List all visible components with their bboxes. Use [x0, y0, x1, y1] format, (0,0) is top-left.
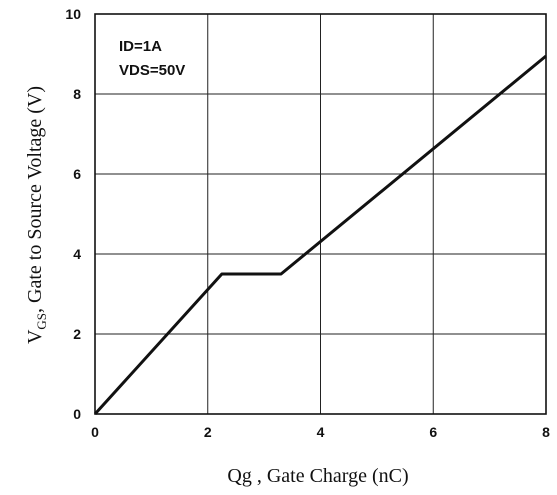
- y-tick-labels: 0 2 4 6 8 10: [65, 6, 81, 422]
- x-tick-labels: 0 2 4 6 8: [91, 424, 550, 440]
- vgs-series-line: [93, 54, 547, 416]
- x-tick-label: 2: [204, 424, 212, 440]
- annotation-id: ID=1A: [119, 38, 162, 55]
- series-group: [93, 54, 547, 416]
- y-tick-label: 2: [73, 326, 81, 342]
- y-tick-label: 8: [73, 86, 81, 102]
- y-axis-title-rest: , Gate to Source Voltage (V): [24, 86, 46, 313]
- plot-frame: [94, 13, 547, 415]
- y-axis-title-sub: GS: [34, 313, 49, 330]
- y-tick-label: 6: [73, 166, 81, 182]
- annotation-vds: VDS=50V: [119, 62, 185, 79]
- x-tick-label: 4: [317, 424, 325, 440]
- x-tick-label: 8: [542, 424, 550, 440]
- y-axis-title: VGS, Gate to Source Voltage (V): [24, 86, 49, 344]
- y-tick-label: 0: [73, 406, 81, 422]
- x-tick-label: 0: [91, 424, 99, 440]
- y-axis-title-v: V: [24, 329, 46, 344]
- x-axis-title: Qg , Gate Charge (nC): [227, 465, 408, 487]
- y-tick-label: 10: [65, 6, 81, 22]
- x-tick-label: 6: [429, 424, 437, 440]
- y-tick-label: 4: [73, 246, 81, 262]
